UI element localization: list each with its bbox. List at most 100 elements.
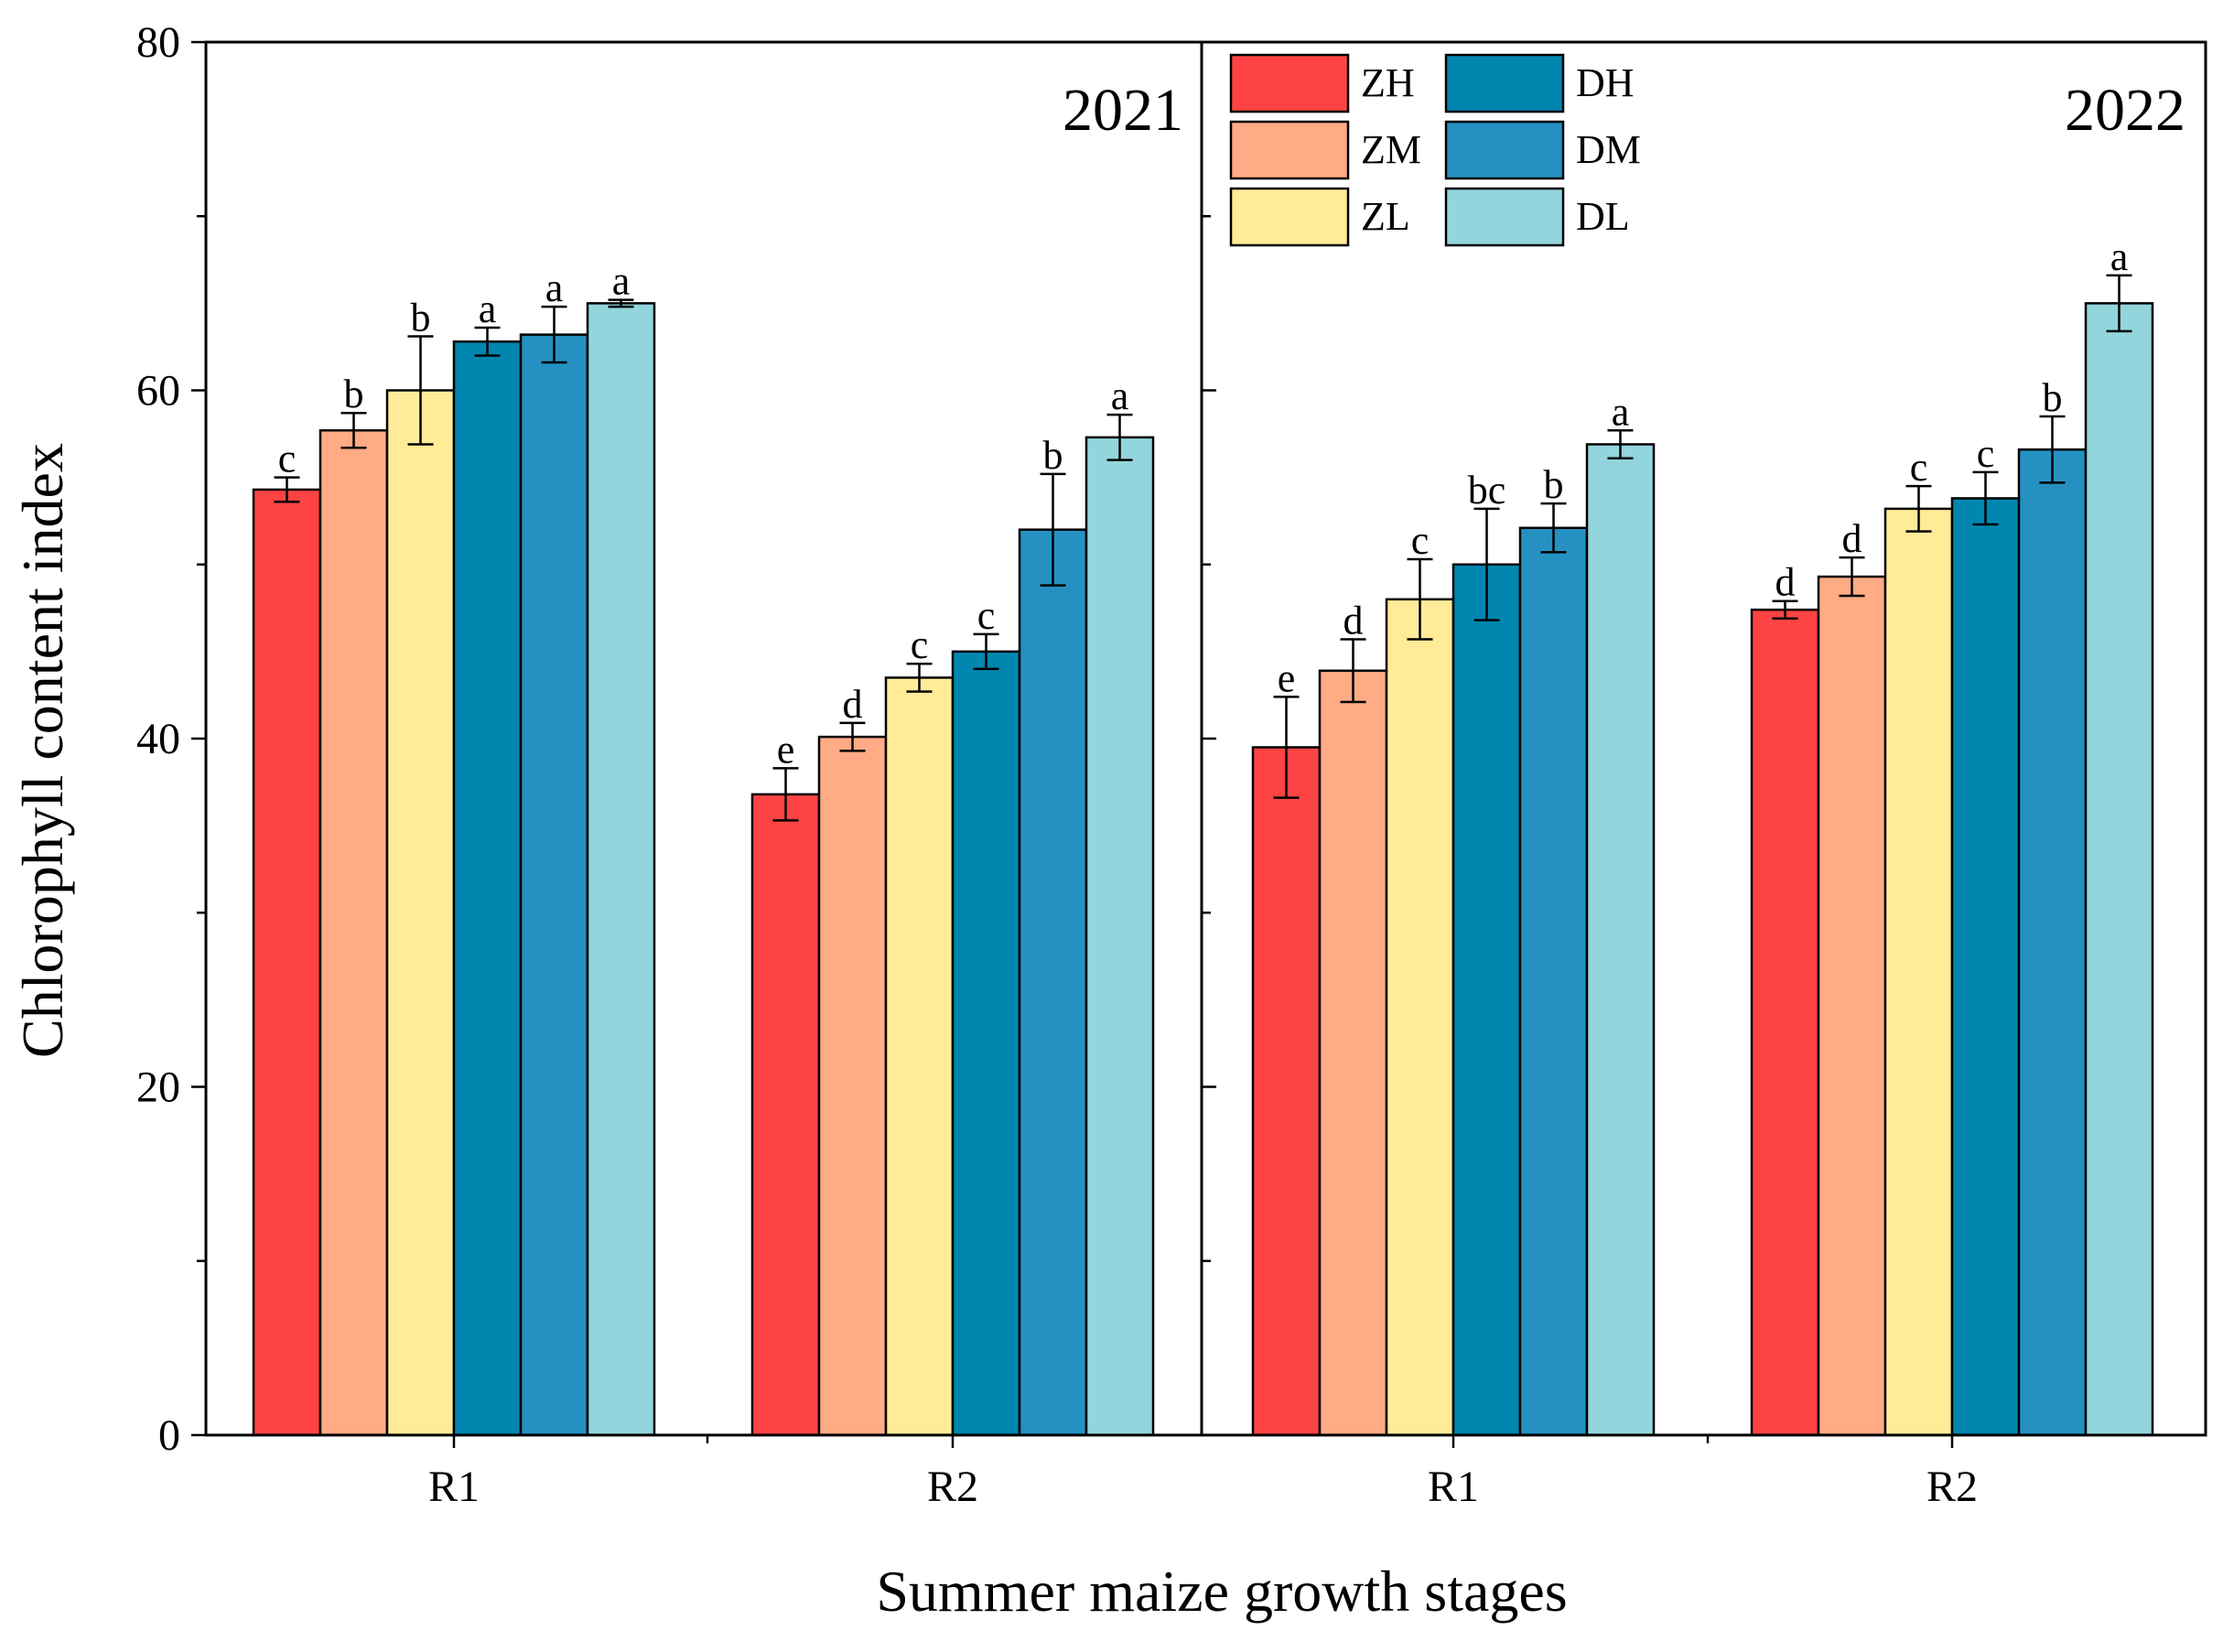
error-bar-2021-R2-ZH: [772, 767, 799, 822]
bar-2022-R1-DL: [1585, 443, 1656, 1437]
legend-swatch-ZM: [1229, 120, 1350, 180]
legend-label-ZH: ZH: [1361, 60, 1415, 105]
ticks-layer: R1 R2 R1 R2 0 20 40 60 80: [136, 18, 1978, 1511]
y-tick-label-20: 20: [136, 1064, 180, 1112]
panel-year-label-2022: 2022: [2065, 77, 2185, 144]
significance-letter-2021-R1-DH: a: [479, 286, 497, 331]
error-bar-2021-R1-ZH: [274, 476, 300, 503]
significance-letter-2022-R1-DH: bc: [1468, 468, 1506, 513]
bar-2022-R1-ZH: [1251, 746, 1322, 1437]
bar-2022-R1-DH: [1451, 563, 1522, 1437]
significance-letter-2022-R1-DL: a: [1612, 389, 1630, 434]
x-tick-label-2022-R1: R1: [1428, 1463, 1479, 1511]
legend-item-DM: DM: [1444, 120, 1641, 180]
legend-swatch-DL: [1444, 187, 1565, 247]
bar-2021-R1-ZM: [318, 429, 389, 1437]
bar-2021-R1-DL: [586, 302, 656, 1437]
bar-2021-R2-ZL: [884, 676, 955, 1437]
legend-swatch-ZH: [1229, 53, 1350, 113]
significance-letter-2021-R1-ZH: c: [278, 437, 297, 481]
error-bar-2022-R1-ZL: [1407, 557, 1433, 641]
y-tick-label-0: 0: [158, 1411, 180, 1460]
error-bar-2022-R2-ZH: [1772, 599, 1798, 620]
significance-letter-2021-R1-ZM: b: [344, 372, 364, 416]
legend-swatch-DH: [1444, 53, 1565, 113]
legend-label-ZM: ZM: [1361, 127, 1421, 172]
significance-letter-2022-R1-ZH: e: [1278, 655, 1296, 700]
bar-2022-R2-DH: [1950, 497, 2021, 1437]
significance-letter-2021-R2-ZM: d: [843, 682, 863, 727]
error-bar-2021-R1-DM: [541, 305, 567, 364]
y-tick-label-40: 40: [136, 715, 180, 763]
legend-label-DL: DL: [1576, 194, 1630, 239]
error-bar-2022-R1-DM: [1540, 502, 1567, 554]
bar-2022-R2-DL: [2084, 302, 2154, 1437]
y-axis-title: Chlorophyll content index: [10, 443, 75, 1058]
significance-letter-2021-R1-DM: a: [545, 265, 564, 310]
bar-2021-R1-ZH: [252, 488, 322, 1437]
bar-2021-R2-ZH: [750, 793, 821, 1437]
bar-2021-R2-DM: [1018, 528, 1088, 1437]
y-tick-label-80: 80: [136, 18, 180, 67]
error-bar-2021-R2-DH: [973, 632, 999, 671]
significance-letter-2022-R2-DM: b: [2043, 375, 2063, 420]
significance-letter-2022-R2-ZL: c: [1910, 445, 1928, 490]
significance-letter-2022-R2-ZH: d: [1775, 560, 1796, 605]
significance-letter-2021-R2-DM: b: [1043, 433, 1063, 478]
significance-letter-2022-R2-DH: c: [1977, 431, 1995, 476]
significance-letter-2021-R2-DH: c: [977, 593, 996, 638]
error-bar-2021-R2-ZM: [839, 721, 866, 752]
x-axis-title: Summer maize growth stages: [876, 1559, 1567, 1624]
legend-item-ZM: ZM: [1229, 120, 1421, 180]
error-bar-2022-R1-DH: [1473, 507, 1500, 621]
error-bar-2022-R2-ZM: [1839, 556, 1865, 598]
error-bar-2022-R1-ZH: [1273, 696, 1300, 799]
bar-2021-R2-DH: [951, 650, 1021, 1437]
bar-2021-R2-DL: [1085, 436, 1155, 1437]
legend: ZH ZM ZL DH DM DL: [1229, 53, 1641, 247]
error-bar-2022-R1-DL: [1607, 429, 1634, 459]
legend-label-DH: DH: [1576, 60, 1635, 105]
legend-swatch-ZL: [1229, 187, 1350, 247]
error-bar-2021-R2-ZL: [906, 662, 933, 693]
significance-letter-2022-R1-ZL: c: [1411, 518, 1430, 563]
legend-item-ZL: ZL: [1229, 187, 1410, 247]
bar-2022-R2-ZL: [1883, 507, 1954, 1437]
error-bar-2021-R1-ZM: [340, 411, 367, 449]
bar-2022-R2-DM: [2017, 448, 2088, 1437]
legend-label-DM: DM: [1576, 127, 1641, 172]
bar-2022-R1-ZL: [1385, 598, 1455, 1437]
significance-letter-2021-R1-ZL: b: [411, 296, 431, 340]
x-tick-label-2022-R2: R2: [1926, 1463, 1978, 1511]
bar-2022-R2-ZM: [1817, 575, 1887, 1437]
error-bar-2021-R2-DL: [1106, 413, 1133, 461]
error-bar-2022-R2-ZL: [1905, 484, 1932, 533]
bar-2022-R2-ZH: [1750, 608, 1820, 1437]
significance-letter-2021-R2-DL: a: [1111, 373, 1129, 418]
significance-letter-2021-R2-ZL: c: [911, 622, 929, 667]
x-tick-label-2021-R2: R2: [927, 1463, 978, 1511]
error-bar-2021-R1-DL: [608, 298, 634, 308]
significance-letter-2022-R1-ZM: d: [1344, 599, 1364, 643]
bar-2021-R1-DH: [452, 340, 523, 1437]
panel-year-label-2021: 2021: [1063, 77, 1183, 144]
significance-letter-2022-R1-DM: b: [1544, 462, 1564, 507]
error-bar-2022-R2-DM: [2039, 415, 2066, 484]
legend-item-ZH: ZH: [1229, 53, 1415, 113]
significance-letter-2021-R1-DL: a: [612, 259, 631, 304]
legend-item-DH: DH: [1444, 53, 1635, 113]
significance-letter-2021-R2-ZH: e: [777, 727, 795, 772]
legend-label-ZL: ZL: [1361, 194, 1410, 239]
bar-2021-R1-DM: [519, 333, 589, 1437]
bar-2022-R1-DM: [1518, 526, 1589, 1437]
error-bar-2021-R1-DH: [474, 326, 501, 357]
significance-letter-2022-R2-DL: a: [2110, 234, 2129, 279]
legend-swatch-DM: [1444, 120, 1565, 180]
error-bar-2021-R1-ZL: [407, 335, 434, 446]
legend-item-DL: DL: [1444, 187, 1630, 247]
error-bar-2022-R2-DL: [2106, 274, 2132, 333]
error-bar-2021-R2-DM: [1040, 472, 1066, 587]
bar-2021-R1-ZL: [385, 389, 456, 1437]
